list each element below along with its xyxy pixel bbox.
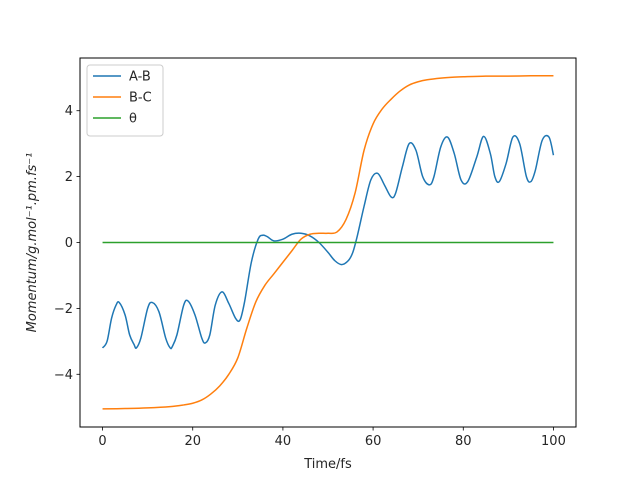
y-tick-label: 4 — [65, 104, 73, 119]
y-tick-label: 0 — [65, 236, 73, 251]
x-tick-label: 20 — [184, 434, 201, 449]
x-tick-label: 100 — [541, 434, 566, 449]
legend-label: B-C — [129, 91, 152, 106]
x-axis-label: Time/fs — [303, 457, 352, 472]
y-axis-label: Momentum/g.mol⁻¹.pm.fs⁻¹ — [25, 153, 40, 333]
series-line-ab — [101, 134, 555, 350]
legend-label: A-B — [129, 70, 151, 85]
x-tick-label: 0 — [98, 434, 106, 449]
x-axis-ticks: 0 20 40 60 80 100 — [98, 427, 566, 449]
x-tick-label: 40 — [275, 434, 292, 449]
series-line-bc — [102, 75, 554, 410]
plot-lines — [101, 75, 555, 410]
y-tick-label: −4 — [54, 368, 73, 383]
x-tick-label: 80 — [455, 434, 472, 449]
legend-label: θ — [129, 112, 137, 127]
legend: A-B B-C θ — [86, 64, 164, 137]
x-tick-label: 60 — [365, 434, 382, 449]
y-axis-ticks: −4 −2 0 2 4 — [54, 104, 80, 383]
y-tick-label: −2 — [54, 302, 73, 317]
y-tick-label: 2 — [65, 170, 73, 185]
